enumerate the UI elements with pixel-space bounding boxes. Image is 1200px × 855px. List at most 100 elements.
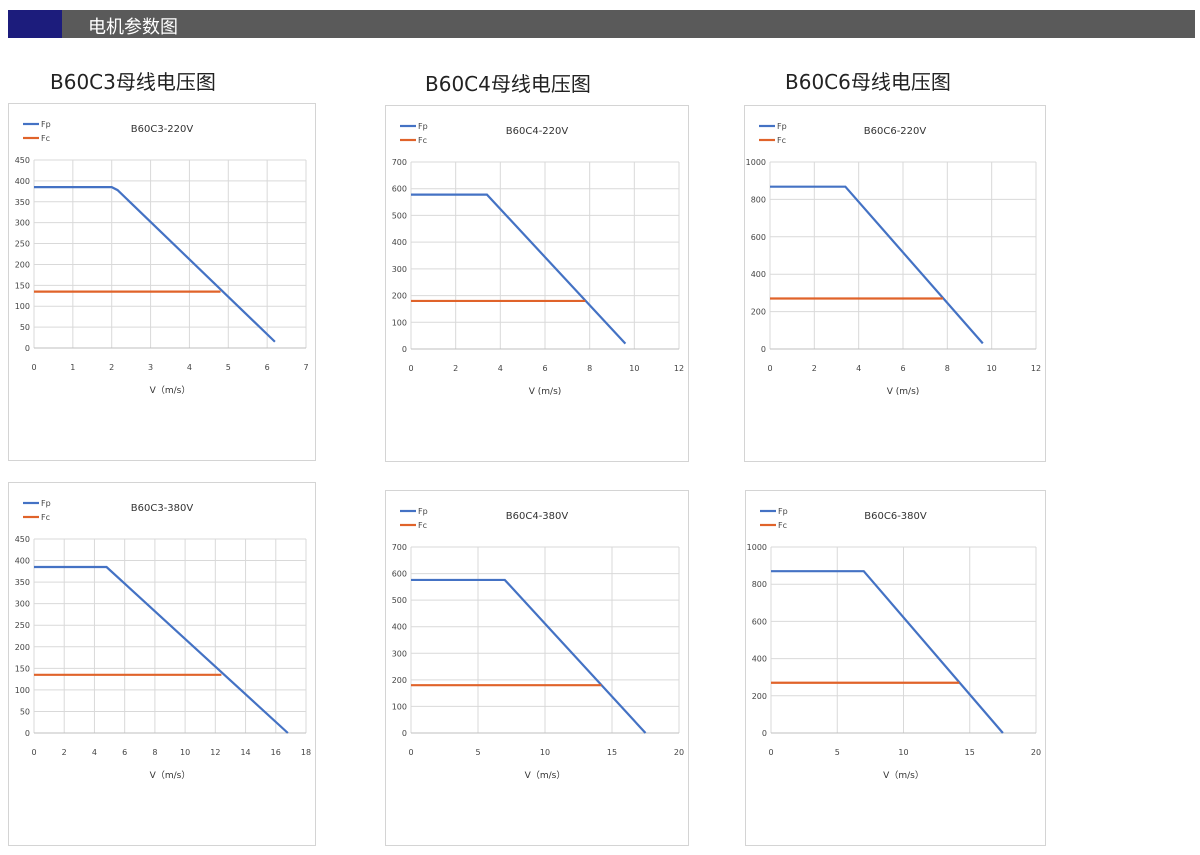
x-axis-label: V（m/s）: [150, 385, 191, 396]
y-tick-label: 300: [15, 600, 30, 609]
y-tick-label: 600: [392, 570, 407, 579]
y-tick-label: 100: [392, 702, 407, 711]
series-line-fp: [770, 185, 984, 345]
x-tick-label: 7: [303, 363, 308, 372]
x-tick-label: 16: [271, 748, 281, 757]
y-tick-label: 450: [15, 156, 30, 165]
legend-label: Fc: [778, 521, 787, 530]
y-tick-label: 0: [402, 345, 407, 354]
y-tick-label: 800: [751, 195, 766, 204]
y-tick-label: 100: [15, 686, 30, 695]
chart-svg: 0 200 400 600 800 1000 0 2 4 6 8 10 12 V (m/s) B60C6-2…: [746, 122, 1041, 397]
y-tick-label: 800: [752, 580, 767, 589]
legend-label: Fc: [418, 136, 427, 145]
chart-b60c3-380v: 0 50 100 150 200 250 300 350 400 450 0 2 4 6 8 10 12 14 16…: [8, 482, 316, 846]
page-title: 电机参数图: [88, 17, 178, 38]
y-tick-label: 300: [392, 649, 407, 658]
x-tick-label: 20: [1031, 748, 1041, 757]
y-tick-label: 200: [752, 692, 767, 701]
x-tick-label: 3: [148, 363, 153, 372]
x-tick-label: 12: [210, 748, 220, 757]
y-tick-label: 150: [15, 281, 30, 290]
chart-title: B60C6-220V: [864, 126, 927, 137]
header-bar: 电机参数图: [8, 10, 1195, 38]
x-tick-label: 10: [629, 364, 639, 373]
y-tick-label: 0: [25, 344, 30, 353]
x-tick-label: 2: [812, 364, 817, 373]
y-tick-label: 300: [392, 265, 407, 274]
x-tick-label: 0: [31, 363, 36, 372]
chart-svg: 0 200 400 600 800 1000 0 5 10 15 20 V（m/s） B60C6-380…: [747, 507, 1041, 781]
chart-title: B60C6-380V: [864, 511, 927, 522]
section-title-c3: B60C3母线电压图: [50, 70, 216, 94]
y-tick-label: 700: [392, 158, 407, 167]
y-tick-label: 400: [15, 557, 30, 566]
y-tick-label: 0: [761, 345, 766, 354]
y-tick-label: 200: [392, 292, 407, 301]
x-tick-label: 20: [674, 748, 684, 757]
x-tick-label: 5: [475, 748, 480, 757]
x-tick-label: 15: [607, 748, 617, 757]
chart-b60c4-380v: 0 100 200 300 400 500 600 700 0 5 10 15 20 V（m/s） B60C…: [385, 490, 689, 846]
chart-title: B60C4-220V: [506, 126, 569, 137]
y-tick-label: 200: [15, 260, 30, 269]
x-tick-label: 4: [856, 364, 861, 373]
x-tick-label: 10: [180, 748, 190, 757]
x-tick-label: 5: [835, 748, 840, 757]
y-tick-label: 50: [20, 707, 30, 716]
series-line-fp: [411, 193, 627, 345]
y-tick-label: 0: [402, 729, 407, 738]
x-tick-label: 2: [109, 363, 114, 372]
series-line-fp: [411, 578, 647, 734]
y-tick-label: 600: [392, 185, 407, 194]
y-tick-label: 350: [15, 198, 30, 207]
x-tick-label: 18: [301, 748, 311, 757]
y-tick-label: 400: [392, 238, 407, 247]
x-tick-label: 2: [62, 748, 67, 757]
chart-svg: 0 100 200 300 400 500 600 700 0 5 10 15 20 V（m/s） B60C…: [392, 507, 684, 781]
x-tick-label: 0: [408, 364, 413, 373]
x-tick-label: 0: [408, 748, 413, 757]
legend-label: Fc: [41, 134, 50, 143]
y-tick-label: 250: [15, 621, 30, 630]
series-line-fp: [771, 570, 1004, 734]
x-tick-label: 14: [240, 748, 250, 757]
x-tick-label: 15: [965, 748, 975, 757]
chart-svg: 0 50 100 150 200 250 300 350 400 450 0 1 2 3 4 5 6 7 V（m/s…: [15, 120, 309, 396]
y-tick-label: 500: [392, 596, 407, 605]
y-tick-label: 700: [392, 543, 407, 552]
x-tick-label: 6: [122, 748, 127, 757]
x-axis-label: V（m/s）: [150, 770, 191, 781]
legend-label: Fp: [41, 120, 51, 129]
y-tick-label: 50: [20, 323, 30, 332]
section-title-c6: B60C6母线电压图: [785, 70, 951, 94]
y-tick-label: 250: [15, 240, 30, 249]
y-tick-label: 350: [15, 578, 30, 587]
legend-label: Fp: [418, 507, 428, 516]
x-tick-label: 0: [31, 748, 36, 757]
section-title-c4: B60C4母线电压图: [425, 72, 591, 96]
y-tick-label: 400: [752, 655, 767, 664]
x-tick-label: 4: [187, 363, 192, 372]
x-tick-label: 8: [587, 364, 592, 373]
legend-label: Fc: [777, 136, 786, 145]
x-axis-label: V (m/s): [529, 387, 562, 397]
x-axis-label: V (m/s): [887, 387, 920, 397]
y-tick-label: 1000: [747, 543, 767, 552]
x-tick-label: 0: [767, 364, 772, 373]
y-tick-label: 200: [392, 676, 407, 685]
y-tick-label: 400: [392, 623, 407, 632]
chart-b60c6-220v: 0 200 400 600 800 1000 0 2 4 6 8 10 12 V (m/s) B60C6-2…: [744, 105, 1046, 462]
header-accent-block: [8, 10, 62, 38]
y-tick-label: 600: [752, 617, 767, 626]
y-tick-label: 0: [25, 729, 30, 738]
x-tick-label: 0: [768, 748, 773, 757]
legend-label: Fp: [41, 499, 51, 508]
y-tick-label: 450: [15, 535, 30, 544]
x-tick-label: 4: [498, 364, 503, 373]
x-tick-label: 4: [92, 748, 97, 757]
y-tick-label: 1000: [746, 158, 766, 167]
chart-title: B60C4-380V: [506, 511, 569, 522]
x-tick-label: 6: [265, 363, 270, 372]
x-tick-label: 2: [453, 364, 458, 373]
